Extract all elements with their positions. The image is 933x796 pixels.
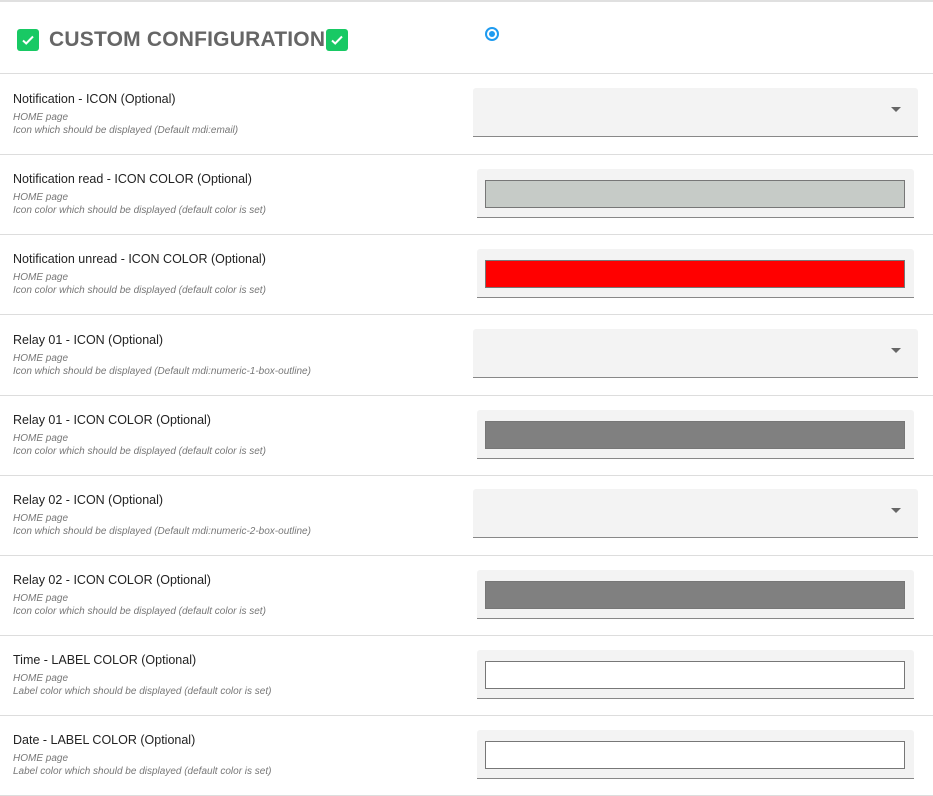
dropdown-arrow-icon [891, 107, 901, 112]
row-description: Icon color which should be displayed (de… [13, 446, 266, 457]
color-field[interactable] [477, 410, 914, 459]
config-row: Time - LABEL COLOR (Optional) HOME page … [0, 635, 933, 716]
dropdown-arrow-icon [891, 348, 901, 353]
top-divider [0, 0, 933, 2]
row-label: Notification unread - ICON COLOR (Option… [13, 252, 266, 266]
row-page: HOME page [13, 513, 69, 524]
color-field[interactable] [477, 249, 914, 298]
color-field[interactable] [477, 570, 914, 619]
checkmark-icon [17, 29, 39, 51]
row-label: Notification - ICON (Optional) [13, 92, 176, 106]
row-description: Icon color which should be displayed (de… [13, 606, 266, 617]
config-row: Notification - ICON (Optional) HOME page… [0, 74, 933, 155]
checkmark-icon [326, 29, 348, 51]
section-title: CUSTOM CONFIGURATION [49, 28, 326, 51]
config-row: Notification unread - ICON COLOR (Option… [0, 234, 933, 315]
row-page: HOME page [13, 112, 69, 123]
color-swatch[interactable] [485, 421, 905, 449]
color-swatch[interactable] [485, 661, 905, 689]
section-header: CUSTOM CONFIGURATION [0, 0, 933, 74]
row-description: Icon color which should be displayed (de… [13, 205, 266, 216]
row-description: Icon which should be displayed (Default … [13, 125, 239, 136]
row-label: Time - LABEL COLOR (Optional) [13, 653, 197, 667]
color-swatch[interactable] [485, 741, 905, 769]
color-field[interactable] [477, 730, 914, 779]
config-row: Notification read - ICON COLOR (Optional… [0, 154, 933, 235]
config-row: Relay 01 - ICON (Optional) HOME page Ico… [0, 315, 933, 396]
row-page: HOME page [13, 753, 69, 764]
color-swatch[interactable] [485, 180, 905, 208]
icon-select[interactable] [473, 329, 918, 378]
row-label: Relay 02 - ICON (Optional) [13, 493, 164, 507]
config-row: Date - LABEL COLOR (Optional) HOME page … [0, 715, 933, 796]
row-description: Label color which should be displayed (d… [13, 766, 272, 777]
row-label: Relay 02 - ICON COLOR (Optional) [13, 573, 211, 587]
row-description: Icon which should be displayed (Default … [13, 366, 311, 377]
row-page: HOME page [13, 272, 69, 283]
config-row: Relay 01 - ICON COLOR (Optional) HOME pa… [0, 395, 933, 476]
row-page: HOME page [13, 593, 69, 604]
color-swatch[interactable] [485, 260, 905, 288]
row-description: Label color which should be displayed (d… [13, 686, 272, 697]
icon-select[interactable] [473, 489, 918, 538]
config-row: Relay 02 - ICON (Optional) HOME page Ico… [0, 475, 933, 556]
row-label: Relay 01 - ICON (Optional) [13, 333, 164, 347]
dropdown-arrow-icon [891, 508, 901, 513]
icon-select[interactable] [473, 88, 918, 137]
row-page: HOME page [13, 192, 69, 203]
row-description: Icon which should be displayed (Default … [13, 526, 311, 537]
row-page: HOME page [13, 353, 69, 364]
row-page: HOME page [13, 673, 69, 684]
row-label: Date - LABEL COLOR (Optional) [13, 733, 196, 747]
section-radio[interactable] [485, 27, 499, 41]
color-field[interactable] [477, 169, 914, 218]
row-page: HOME page [13, 433, 69, 444]
row-label: Relay 01 - ICON COLOR (Optional) [13, 413, 211, 427]
row-label: Notification read - ICON COLOR (Optional… [13, 172, 252, 186]
color-swatch[interactable] [485, 581, 905, 609]
config-row: Relay 02 - ICON COLOR (Optional) HOME pa… [0, 555, 933, 636]
row-description: Icon color which should be displayed (de… [13, 285, 266, 296]
color-field[interactable] [477, 650, 914, 699]
